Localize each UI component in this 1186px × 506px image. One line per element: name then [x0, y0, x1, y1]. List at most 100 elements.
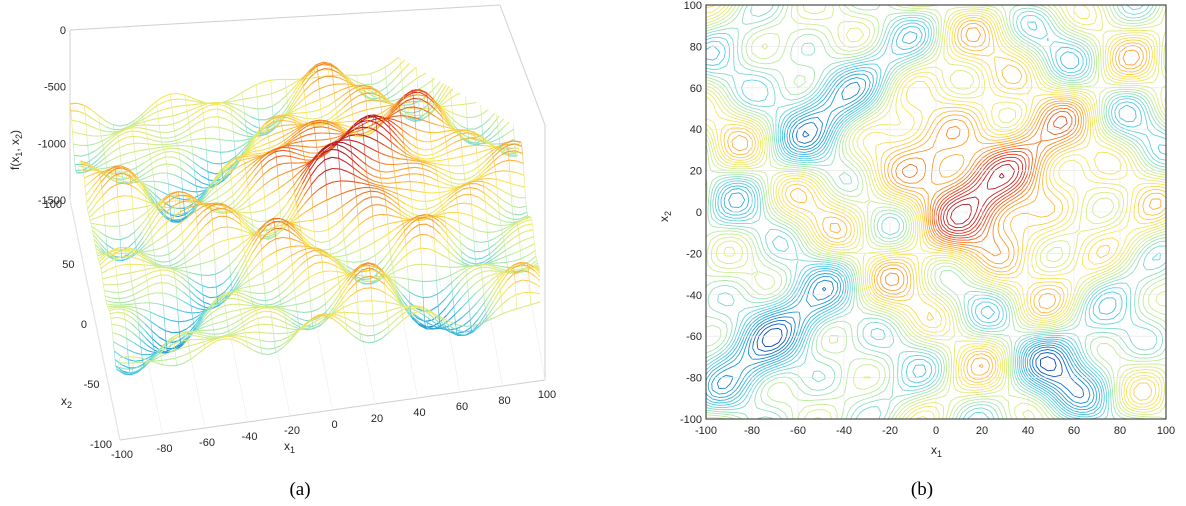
mesh-segment — [186, 103, 194, 106]
mesh-segment — [174, 136, 177, 141]
mesh-segment — [356, 75, 358, 83]
mesh-segment — [242, 236, 251, 244]
mesh-segment — [378, 152, 380, 163]
mesh-segment — [394, 119, 402, 124]
mesh-segment — [207, 335, 216, 338]
mesh-segment — [342, 211, 351, 220]
mesh-segment — [142, 110, 151, 118]
mesh-segment — [86, 191, 95, 203]
mesh-segment — [165, 212, 167, 223]
mesh-segment — [305, 207, 313, 213]
mesh-segment — [132, 288, 134, 295]
mesh-segment — [263, 179, 272, 186]
mesh-segment — [185, 318, 193, 322]
mesh-segment — [289, 207, 298, 220]
mesh-segment — [491, 206, 500, 214]
mesh-segment — [105, 249, 113, 255]
mesh-segment — [246, 226, 255, 235]
mesh-segment — [161, 282, 170, 285]
mesh-segment — [498, 133, 507, 139]
mesh-segment — [376, 187, 385, 192]
mesh-segment — [515, 150, 523, 155]
mesh-segment — [361, 182, 370, 186]
mesh-segment — [366, 171, 374, 177]
mesh-segment — [194, 281, 203, 287]
mesh-segment — [230, 271, 239, 285]
mesh-segment — [404, 148, 413, 155]
mesh-segment — [280, 300, 289, 305]
mesh-segment — [467, 132, 475, 135]
mesh-segment — [290, 313, 299, 319]
mesh-segment — [141, 114, 143, 118]
mesh-segment — [384, 145, 393, 151]
mesh-segment — [100, 182, 103, 189]
mesh-segment — [258, 332, 261, 341]
mesh-segment — [218, 312, 227, 316]
mesh-segment — [272, 324, 280, 328]
mesh-segment — [208, 179, 210, 186]
mesh-segment — [188, 217, 197, 226]
mesh-segment — [248, 84, 257, 89]
mesh-segment — [150, 221, 159, 232]
mesh-segment — [184, 257, 186, 263]
mesh-segment — [170, 145, 178, 147]
mesh-segment — [462, 154, 470, 157]
mesh-segment — [442, 202, 450, 209]
mesh-segment — [174, 130, 176, 137]
mesh-segment — [501, 159, 510, 163]
mesh-segment — [400, 64, 409, 73]
mesh-segment — [193, 161, 202, 168]
mesh-segment — [332, 75, 341, 79]
mesh-segment — [454, 56, 463, 67]
mesh-segment — [475, 286, 484, 294]
mesh-segment — [418, 88, 427, 94]
mesh-segment — [242, 317, 251, 323]
mesh-segment — [359, 172, 368, 179]
mesh-segment — [460, 132, 468, 135]
mesh-segment — [517, 185, 525, 188]
mesh-segment — [281, 227, 290, 232]
mesh-segment — [188, 282, 197, 290]
mesh-segment — [416, 62, 424, 68]
mesh-segment — [456, 130, 465, 136]
mesh-segment — [518, 230, 527, 236]
mesh-segment — [117, 195, 125, 198]
mesh-segment — [307, 262, 316, 269]
mesh-segment — [162, 93, 171, 98]
mesh-segment — [480, 57, 489, 62]
mesh-segment — [230, 108, 239, 115]
mesh-segment — [348, 188, 356, 192]
mesh-segment — [388, 276, 397, 287]
mesh-segment — [286, 95, 288, 102]
mesh-segment — [115, 174, 118, 185]
mesh-segment — [194, 178, 197, 186]
mesh-segment — [190, 139, 193, 147]
mesh-segment — [448, 250, 456, 258]
mesh-segment — [303, 324, 305, 326]
mesh-segment — [237, 332, 246, 335]
mesh-segment — [264, 290, 272, 294]
mesh-segment — [280, 119, 289, 122]
mesh-segment — [118, 248, 127, 251]
mesh-segment — [256, 313, 258, 319]
mesh-segment — [530, 291, 538, 294]
mesh-segment — [173, 343, 176, 351]
mesh-segment — [222, 291, 231, 295]
mesh-segment — [386, 311, 388, 320]
mesh-segment — [494, 229, 502, 233]
mesh-segment — [356, 199, 365, 206]
mesh-segment — [197, 322, 206, 329]
mesh-segment — [191, 138, 199, 141]
mesh-segment — [437, 215, 445, 218]
mesh-segment — [309, 170, 311, 177]
mesh-segment — [305, 105, 307, 113]
mesh-segment — [374, 114, 382, 118]
mesh-segment — [138, 198, 147, 202]
mesh-segment — [230, 173, 239, 180]
mesh-segment — [286, 140, 294, 146]
mesh-segment — [210, 181, 219, 188]
mesh-segment — [457, 89, 466, 95]
mesh-segment — [246, 304, 254, 307]
mesh-segment — [277, 172, 286, 177]
mesh-segment — [295, 189, 304, 204]
